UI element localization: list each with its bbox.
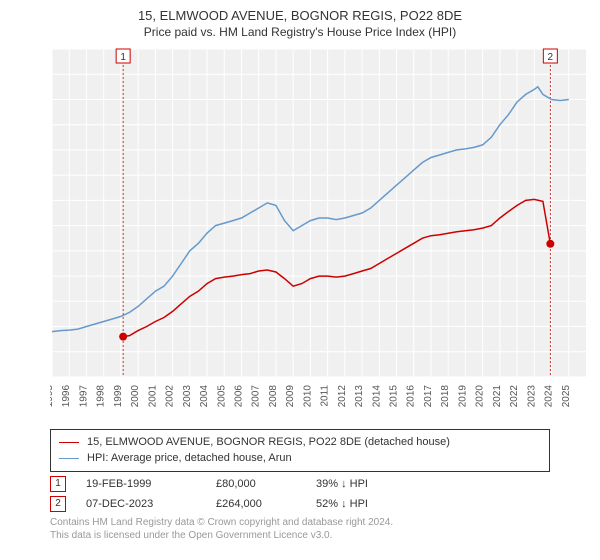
svg-text:2001: 2001 xyxy=(147,384,158,407)
legend: 15, ELMWOOD AVENUE, BOGNOR REGIS, PO22 8… xyxy=(50,429,550,472)
svg-text:1: 1 xyxy=(120,52,126,63)
svg-text:2009: 2009 xyxy=(285,384,296,407)
transaction-pct: 39% ↓ HPI xyxy=(316,478,396,490)
legend-item: HPI: Average price, detached house, Arun xyxy=(59,450,541,467)
svg-text:1997: 1997 xyxy=(78,384,89,407)
chart-title: 15, ELMWOOD AVENUE, BOGNOR REGIS, PO22 8… xyxy=(0,0,600,25)
svg-text:2012: 2012 xyxy=(337,384,348,407)
svg-text:2017: 2017 xyxy=(423,384,434,407)
svg-text:2000: 2000 xyxy=(130,384,141,407)
transaction-pct: 52% ↓ HPI xyxy=(316,498,396,510)
svg-text:2024: 2024 xyxy=(544,384,555,407)
svg-text:2021: 2021 xyxy=(492,384,503,407)
legend-label: HPI: Average price, detached house, Arun xyxy=(87,450,292,467)
svg-text:2019: 2019 xyxy=(457,384,468,407)
chart-container: 15, ELMWOOD AVENUE, BOGNOR REGIS, PO22 8… xyxy=(0,0,600,560)
svg-text:2008: 2008 xyxy=(268,384,279,407)
svg-text:2007: 2007 xyxy=(251,384,262,407)
chart-svg: £0£50K£100K£150K£200K£250K£300K£350K£400… xyxy=(50,43,588,423)
svg-text:2023: 2023 xyxy=(526,384,537,407)
svg-text:2022: 2022 xyxy=(509,384,520,407)
transaction-row: 2 07-DEC-2023 £264,000 52% ↓ HPI xyxy=(50,496,550,512)
svg-text:2003: 2003 xyxy=(182,384,193,407)
footer: Contains HM Land Registry data © Crown c… xyxy=(50,516,550,542)
transaction-marker: 1 xyxy=(50,476,66,492)
svg-text:2014: 2014 xyxy=(371,384,382,407)
svg-text:2015: 2015 xyxy=(389,384,400,407)
svg-text:2006: 2006 xyxy=(233,384,244,407)
transaction-date: 07-DEC-2023 xyxy=(86,498,196,510)
legend-item: 15, ELMWOOD AVENUE, BOGNOR REGIS, PO22 8… xyxy=(59,434,541,451)
footer-line-2: This data is licensed under the Open Gov… xyxy=(50,529,550,542)
chart-subtitle: Price paid vs. HM Land Registry's House … xyxy=(0,25,600,43)
transaction-marker: 2 xyxy=(50,496,66,512)
svg-text:2018: 2018 xyxy=(440,384,451,407)
svg-text:1999: 1999 xyxy=(113,384,124,407)
legend-swatch xyxy=(59,458,79,459)
footer-line-1: Contains HM Land Registry data © Crown c… xyxy=(50,516,550,529)
svg-text:2005: 2005 xyxy=(216,384,227,407)
transaction-price: £80,000 xyxy=(216,478,296,490)
legend-label: 15, ELMWOOD AVENUE, BOGNOR REGIS, PO22 8… xyxy=(87,434,450,451)
svg-text:2004: 2004 xyxy=(199,384,210,407)
svg-text:1998: 1998 xyxy=(96,384,107,407)
svg-text:1995: 1995 xyxy=(50,384,55,407)
chart-area: £0£50K£100K£150K£200K£250K£300K£350K£400… xyxy=(50,43,588,423)
legend-swatch xyxy=(59,442,79,443)
transaction-price: £264,000 xyxy=(216,498,296,510)
transaction-date: 19-FEB-1999 xyxy=(86,478,196,490)
svg-text:1996: 1996 xyxy=(61,384,72,407)
svg-text:2013: 2013 xyxy=(354,384,365,407)
transaction-row: 1 19-FEB-1999 £80,000 39% ↓ HPI xyxy=(50,476,550,492)
svg-text:2025: 2025 xyxy=(561,384,572,407)
svg-text:2: 2 xyxy=(548,52,554,63)
svg-text:2010: 2010 xyxy=(302,384,313,407)
svg-text:2020: 2020 xyxy=(475,384,486,407)
svg-text:2011: 2011 xyxy=(320,384,331,406)
svg-text:2016: 2016 xyxy=(406,384,417,407)
svg-text:2002: 2002 xyxy=(165,384,176,407)
transactions: 1 19-FEB-1999 £80,000 39% ↓ HPI 2 07-DEC-2023… xyxy=(50,476,550,512)
